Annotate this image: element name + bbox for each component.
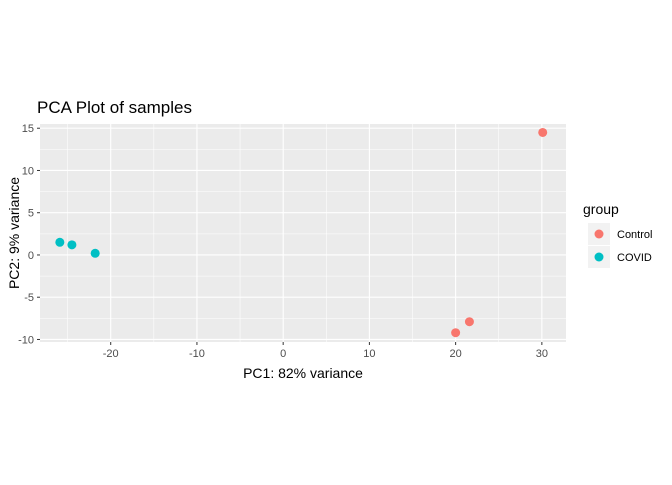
legend-label-covid: COVID [617, 252, 652, 264]
data-point-control [451, 328, 461, 338]
legend-key-control [594, 229, 604, 239]
y-tick-label: 10 [22, 165, 34, 177]
data-point-covid [90, 248, 100, 258]
data-point-control [464, 317, 474, 327]
legend-items: Control COVID [588, 223, 652, 268]
x-tick-label: 20 [450, 348, 462, 360]
x-tick-label: 30 [536, 348, 548, 360]
y-tick-label: 15 [22, 123, 34, 135]
plot-panel [40, 124, 566, 342]
x-tick-label: 0 [280, 348, 286, 360]
legend-title: group [583, 201, 619, 217]
data-point-covid [67, 240, 77, 250]
x-tick-label: -10 [189, 348, 205, 360]
points-layer [55, 127, 548, 338]
grid-major [40, 124, 566, 342]
legend-label-control: Control [617, 229, 652, 241]
grid-minor [40, 124, 566, 342]
axis-ticks: -20 -10 0 10 20 30 -10 -5 0 5 10 15 [18, 123, 548, 360]
y-tick-label: -10 [18, 334, 34, 346]
x-axis-label: PC1: 82% variance [243, 365, 363, 381]
y-axis-label: PC2: 9% variance [6, 177, 22, 289]
y-tick-label: 0 [28, 250, 34, 262]
data-point-covid [55, 237, 65, 247]
legend: group Control COVID [583, 201, 652, 268]
x-tick-label: -20 [103, 348, 119, 360]
y-tick-label: -5 [24, 292, 34, 304]
y-tick-label: 5 [28, 208, 34, 220]
data-point-control [538, 127, 548, 137]
legend-key-covid [594, 252, 604, 262]
chart-title: PCA Plot of samples [37, 98, 192, 117]
x-tick-label: 10 [363, 348, 375, 360]
